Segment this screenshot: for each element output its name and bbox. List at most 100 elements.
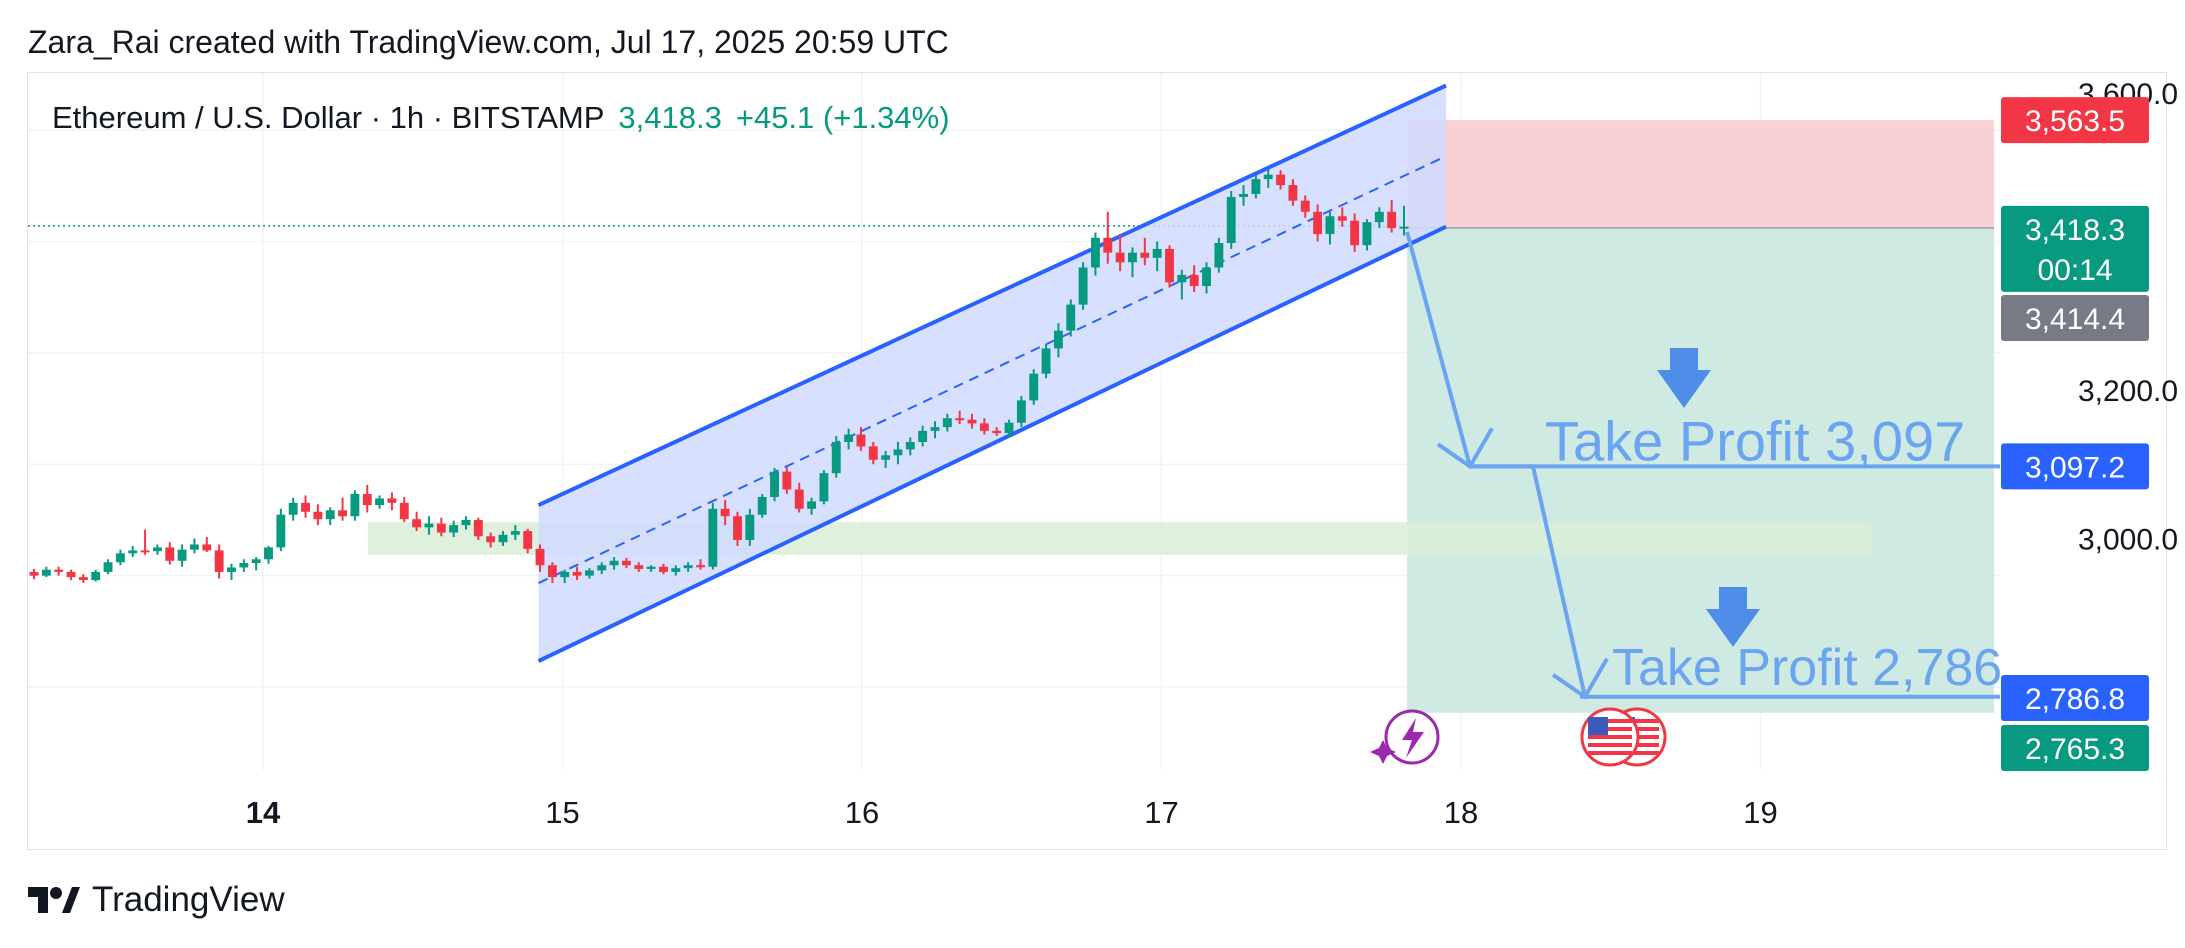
- price-label-bg: [2001, 675, 2149, 721]
- candle: [1103, 211, 1113, 264]
- candle-body: [66, 571, 76, 578]
- candle-body: [523, 531, 533, 549]
- candle-body: [1140, 252, 1150, 258]
- candle-body: [190, 544, 199, 550]
- candle-body: [671, 568, 681, 572]
- candle: [930, 421, 940, 439]
- candle-body: [41, 569, 51, 576]
- candle-body: [1189, 274, 1199, 287]
- candle: [1276, 170, 1286, 190]
- candle-body: [1115, 252, 1125, 263]
- candle: [918, 425, 928, 447]
- event-icons[interactable]: [1370, 707, 1667, 767]
- candle-body: [1226, 196, 1236, 243]
- candle-body: [362, 493, 372, 506]
- y-tick-label: 3,200.0: [2078, 375, 2178, 408]
- footer-brand[interactable]: TradingView: [28, 880, 285, 920]
- candle: [634, 562, 644, 572]
- candle-body: [1041, 348, 1051, 374]
- candle-body: [1066, 304, 1076, 331]
- candle-body: [1362, 222, 1372, 246]
- candle: [202, 537, 212, 552]
- flag-stripe: [1588, 727, 1632, 731]
- candle: [696, 559, 705, 570]
- candle: [29, 568, 39, 580]
- candle-body: [535, 548, 545, 566]
- x-tick-label: 18: [1444, 795, 1478, 830]
- candle-body: [1300, 200, 1310, 212]
- candle: [831, 436, 841, 478]
- candle-body: [942, 418, 952, 428]
- candle-body: [1263, 174, 1273, 180]
- candle: [745, 508, 755, 546]
- candle-body: [54, 569, 64, 572]
- candle: [1053, 323, 1063, 358]
- price-label-text: 3,418.3: [2025, 214, 2125, 247]
- candle-body: [696, 565, 705, 568]
- flag-stripe: [1615, 719, 1659, 723]
- take-profit-zone[interactable]: [1407, 227, 1995, 713]
- stop-loss-zone[interactable]: [1407, 120, 1995, 228]
- candle: [523, 528, 533, 554]
- candle: [979, 418, 989, 435]
- candle-body: [276, 514, 286, 548]
- us-economic-event-icon[interactable]: [1580, 707, 1640, 767]
- candle: [770, 467, 779, 502]
- candle-body: [992, 430, 1002, 434]
- candle-body: [486, 536, 496, 543]
- candle: [757, 493, 767, 518]
- chart-frame: [27, 72, 2167, 850]
- candle: [1016, 395, 1026, 428]
- axis-price-label: 3,563.5: [2001, 97, 2149, 144]
- candle: [708, 502, 718, 570]
- candle: [782, 467, 792, 494]
- x-tick-label: 17: [1144, 795, 1178, 830]
- candle: [1029, 369, 1039, 405]
- candle: [733, 511, 742, 546]
- candle-body: [547, 565, 557, 578]
- candle-body: [609, 560, 619, 566]
- candle-body: [868, 446, 878, 460]
- candle-body: [720, 508, 730, 517]
- candle: [584, 568, 594, 579]
- y-tick-label: 3,000.0: [2078, 524, 2178, 557]
- candle: [794, 482, 804, 513]
- axis-price-label: 2,765.3: [2001, 725, 2149, 771]
- candle: [1374, 207, 1384, 229]
- candle-body: [115, 553, 125, 563]
- candle: [1399, 205, 1409, 236]
- channel-lower-line[interactable]: [537, 224, 1447, 663]
- symbol-name: Ethereum / U.S. Dollar · 1h · BITSTAMP: [52, 100, 605, 135]
- candle: [165, 542, 175, 565]
- candle: [1128, 247, 1137, 278]
- candles-layer: [29, 168, 1409, 584]
- zones-layer: [28, 120, 1995, 713]
- candle-body: [1288, 185, 1298, 201]
- candle: [1090, 232, 1100, 276]
- candle-body: [461, 519, 471, 526]
- candle-body: [473, 519, 483, 537]
- candle-body: [1053, 330, 1063, 349]
- candle: [1300, 195, 1310, 218]
- candle-body: [819, 473, 829, 502]
- candle-body: [807, 501, 817, 509]
- projected-path[interactable]: [1405, 231, 1587, 698]
- channel-upper-line[interactable]: [537, 83, 1447, 507]
- price-label-text: 3,097.2: [2025, 451, 2125, 484]
- candle: [659, 563, 668, 575]
- candle-body: [1029, 373, 1039, 401]
- candle-body: [103, 562, 113, 572]
- candle: [1387, 199, 1397, 233]
- candle-body: [979, 423, 989, 431]
- ascending-channel[interactable]: [537, 83, 1447, 663]
- candle-body: [436, 523, 446, 533]
- down-arrow-icon: [1706, 587, 1760, 647]
- candle: [473, 517, 483, 540]
- candle-body: [202, 544, 212, 551]
- candle: [1066, 299, 1076, 337]
- candle-body: [1016, 400, 1026, 423]
- candle: [338, 497, 348, 521]
- candle-body: [560, 571, 570, 578]
- candle: [720, 499, 730, 526]
